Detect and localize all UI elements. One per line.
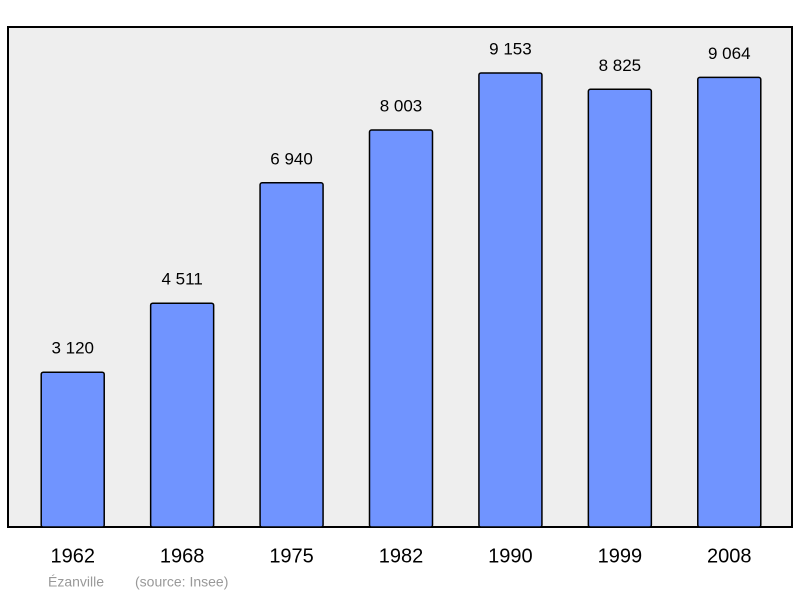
footer-source: (source: Insee) (135, 574, 228, 590)
value-label: 9 064 (708, 44, 751, 63)
value-label: 8 825 (599, 56, 642, 75)
bar (587, 88, 653, 528)
x-tick-label: 1982 (379, 545, 424, 567)
value-label: 3 120 (51, 339, 94, 358)
bar (259, 182, 324, 528)
value-label: 4 511 (162, 270, 203, 289)
x-tick-label: 1990 (488, 545, 533, 567)
value-label: 8 003 (380, 97, 423, 116)
bar (697, 76, 762, 528)
footer-place: Ézanville (48, 574, 104, 590)
bar (368, 129, 434, 528)
bar (40, 371, 105, 528)
x-tick-label: 1975 (269, 545, 314, 567)
x-tick-label: 2008 (707, 545, 752, 567)
x-tick-label: 1962 (50, 545, 95, 567)
bar (478, 72, 543, 528)
x-tick-label: 1999 (598, 545, 643, 567)
value-label: 6 940 (270, 149, 313, 168)
x-tick-label: 1968 (160, 545, 205, 567)
value-label: 9 153 (489, 39, 532, 58)
bar (149, 302, 215, 528)
